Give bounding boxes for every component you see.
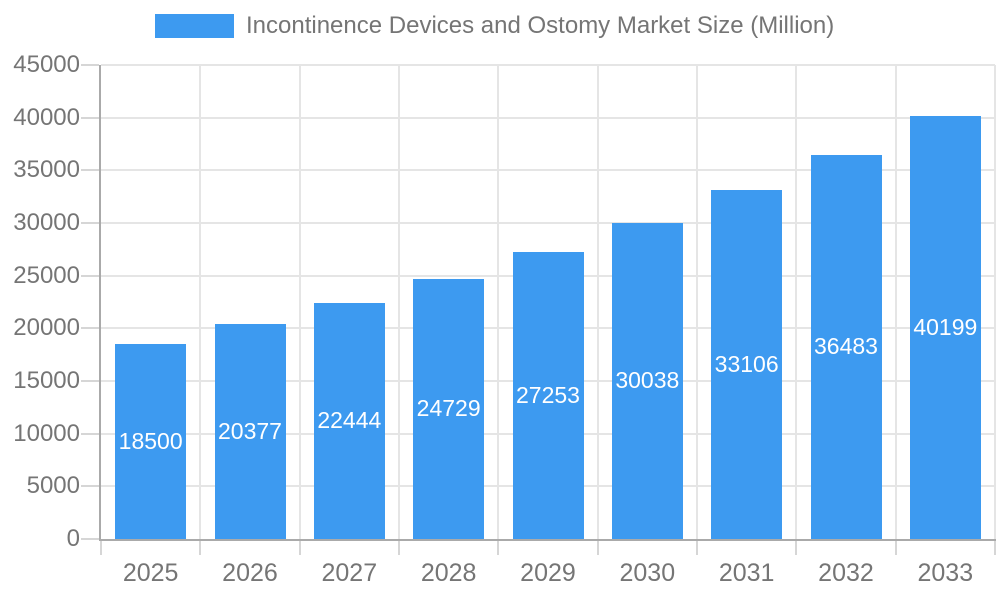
legend-swatch (155, 14, 234, 38)
x-axis-label: 2030 (619, 559, 676, 587)
y-axis-labels: 0 5000 10000 15000 20000 25000 30000 35000 40000… (0, 53, 80, 551)
x-axis-label: 2028 (420, 559, 477, 587)
y-axis-tick (81, 222, 99, 224)
bar[interactable]: 27253 (512, 251, 584, 539)
bar-value-label: 40199 (913, 313, 978, 340)
bar[interactable]: 20377 (214, 324, 286, 539)
y-axis-label: 15000 (13, 367, 80, 394)
x-axis-label: 2032 (818, 559, 874, 587)
gridline-horizontal (101, 116, 995, 119)
bar[interactable]: 24729 (413, 278, 485, 539)
bar-value-label: 27253 (516, 381, 580, 408)
y-axis-label: 10000 (13, 419, 80, 447)
bar-value-label: 20377 (218, 418, 282, 445)
x-axis-tick (100, 541, 102, 555)
y-axis-line (99, 65, 101, 541)
bar[interactable]: 30038 (611, 222, 683, 539)
x-axis-tick (994, 541, 996, 555)
gridline-horizontal (101, 169, 995, 172)
plot-area: 18500 20377 22444 24729 27253 30038 33106 36483… (81, 64, 996, 555)
bar-value-label: 30038 (615, 367, 680, 394)
y-axis-tick (81, 274, 99, 277)
gridline-vertical (298, 65, 301, 539)
y-axis-tick (81, 538, 99, 540)
y-axis-label: 5000 (26, 472, 80, 500)
x-axis-tick (795, 541, 798, 555)
y-axis-label: 20000 (13, 314, 80, 342)
bar-value-label: 36483 (814, 333, 878, 360)
y-axis-label: 0 (66, 525, 80, 552)
y-axis-label: 45000 (13, 51, 80, 78)
x-axis-tick (298, 541, 301, 555)
bar[interactable]: 40199 (909, 115, 981, 539)
bar-value-label: 24729 (416, 395, 481, 422)
x-axis-labels: 2025 2026 2027 2028 2029 2030 2031 2032 2033 (101, 559, 995, 591)
chart-legend[interactable]: Incontinence Devices and Ostomy Market S… (155, 12, 834, 40)
x-axis-line (99, 539, 996, 541)
x-axis-label: 2029 (520, 559, 576, 587)
gridline-horizontal (101, 222, 995, 224)
x-axis-label: 2025 (122, 559, 179, 587)
y-axis-tick (81, 327, 99, 330)
x-axis-label: 2027 (321, 559, 378, 587)
bar[interactable]: 33106 (711, 190, 783, 539)
y-axis-tick (81, 380, 99, 382)
x-axis-label: 2031 (718, 559, 775, 587)
y-axis-label: 40000 (13, 103, 80, 131)
gridline-vertical (696, 65, 698, 539)
x-axis-tick (596, 541, 599, 555)
y-axis-tick (81, 169, 99, 172)
y-axis-tick (81, 116, 99, 119)
gridline-vertical (795, 65, 798, 539)
bar[interactable]: 22444 (313, 302, 385, 539)
gridline-horizontal (101, 64, 995, 66)
x-axis-tick (398, 541, 400, 555)
y-axis-label: 35000 (13, 156, 80, 184)
x-axis-tick (894, 541, 897, 555)
gridline-vertical (994, 65, 996, 539)
y-axis-tick (81, 485, 99, 488)
bar-value-label: 33106 (714, 351, 779, 378)
bar-value-label: 22444 (317, 407, 382, 434)
y-axis-label: 25000 (13, 261, 80, 289)
gridline-vertical (199, 65, 202, 539)
gridline-vertical (497, 65, 500, 539)
bar[interactable]: 36483 (810, 154, 882, 539)
bar-value-label: 18500 (118, 428, 183, 455)
legend-label: Incontinence Devices and Ostomy Market S… (246, 12, 835, 39)
gridline-vertical (894, 65, 897, 539)
y-axis-tick (81, 64, 99, 66)
gridline-vertical (398, 65, 400, 539)
x-axis-tick (497, 541, 500, 555)
x-axis-label: 2026 (222, 559, 278, 587)
bar[interactable]: 18500 (115, 344, 187, 539)
y-axis-label: 30000 (13, 209, 80, 236)
y-axis-tick (81, 432, 99, 435)
x-axis-label: 2033 (917, 559, 974, 587)
x-axis-tick (696, 541, 698, 555)
x-axis-tick (199, 541, 202, 555)
gridline-vertical (596, 65, 599, 539)
